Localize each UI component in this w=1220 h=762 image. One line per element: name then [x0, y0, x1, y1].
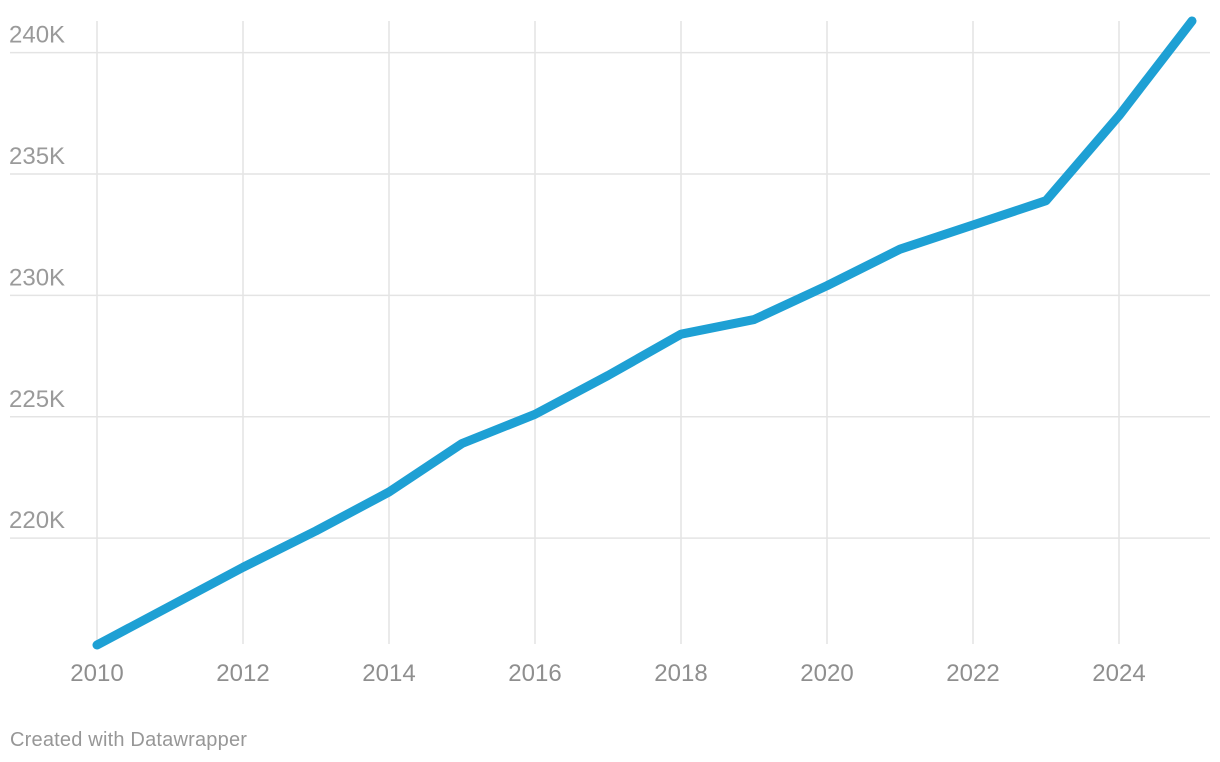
- x-tick-label: 2014: [362, 660, 415, 687]
- x-tick-label: 2010: [70, 660, 123, 687]
- x-tick-label: 2018: [654, 660, 707, 687]
- x-tick-label: 2022: [946, 660, 999, 687]
- chart-canvas: 2010 2012 2014 2016 2018 2020 2022 2024 220K 225K…: [9, 16, 1210, 687]
- y-tick-label: 230K: [9, 264, 65, 291]
- x-tick-label: 2016: [508, 660, 561, 687]
- data-line: [92, 16, 1197, 650]
- y-tick-label: 225K: [9, 386, 65, 413]
- y-tick-label: 240K: [9, 22, 65, 49]
- y-tick-label: 235K: [9, 143, 65, 170]
- x-tick-label: 2020: [800, 660, 853, 687]
- x-tick-label: 2024: [1092, 660, 1145, 687]
- y-tick-label: 220K: [9, 507, 65, 534]
- x-tick-label: 2012: [216, 660, 269, 687]
- datawrapper-credit-link[interactable]: Created with Datawrapper: [10, 729, 248, 751]
